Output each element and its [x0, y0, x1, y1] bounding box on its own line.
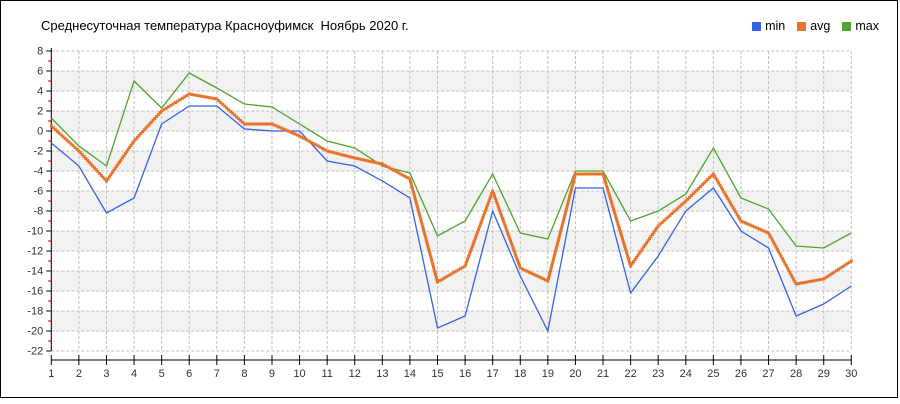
svg-text:16: 16	[459, 368, 471, 380]
svg-text:18: 18	[514, 368, 526, 380]
svg-text:17: 17	[487, 368, 499, 380]
svg-text:4: 4	[131, 368, 137, 380]
svg-text:-4: -4	[34, 166, 44, 178]
svg-text:0: 0	[37, 126, 43, 138]
svg-text:22: 22	[624, 368, 636, 380]
svg-text:-10: -10	[27, 226, 43, 238]
svg-text:27: 27	[762, 368, 774, 380]
svg-text:2: 2	[76, 368, 82, 380]
svg-text:-8: -8	[34, 206, 44, 218]
svg-text:19: 19	[542, 368, 554, 380]
svg-text:3: 3	[103, 368, 109, 380]
svg-text:-22: -22	[27, 346, 43, 358]
svg-text:8: 8	[37, 46, 43, 58]
svg-text:-20: -20	[27, 326, 43, 338]
svg-text:1: 1	[48, 368, 54, 380]
svg-text:-6: -6	[34, 186, 44, 198]
svg-text:-18: -18	[27, 306, 43, 318]
svg-text:6: 6	[37, 66, 43, 78]
svg-text:24: 24	[680, 368, 692, 380]
svg-text:21: 21	[597, 368, 609, 380]
svg-text:20: 20	[569, 368, 581, 380]
svg-text:2: 2	[37, 106, 43, 118]
svg-text:26: 26	[735, 368, 747, 380]
svg-text:29: 29	[818, 368, 830, 380]
svg-text:9: 9	[269, 368, 275, 380]
svg-text:14: 14	[404, 368, 416, 380]
svg-text:-16: -16	[27, 286, 43, 298]
svg-text:15: 15	[431, 368, 443, 380]
svg-text:30: 30	[845, 368, 857, 380]
svg-text:-14: -14	[27, 266, 43, 278]
svg-text:25: 25	[707, 368, 719, 380]
svg-text:13: 13	[376, 368, 388, 380]
svg-text:4: 4	[37, 86, 43, 98]
svg-text:5: 5	[159, 368, 165, 380]
svg-text:8: 8	[241, 368, 247, 380]
svg-text:-12: -12	[27, 246, 43, 258]
svg-text:11: 11	[321, 368, 332, 380]
svg-text:6: 6	[186, 368, 192, 380]
svg-text:12: 12	[349, 368, 361, 380]
svg-text:10: 10	[293, 368, 305, 380]
svg-text:-2: -2	[34, 146, 44, 158]
svg-text:7: 7	[214, 368, 220, 380]
svg-text:23: 23	[652, 368, 664, 380]
svg-text:28: 28	[790, 368, 802, 380]
